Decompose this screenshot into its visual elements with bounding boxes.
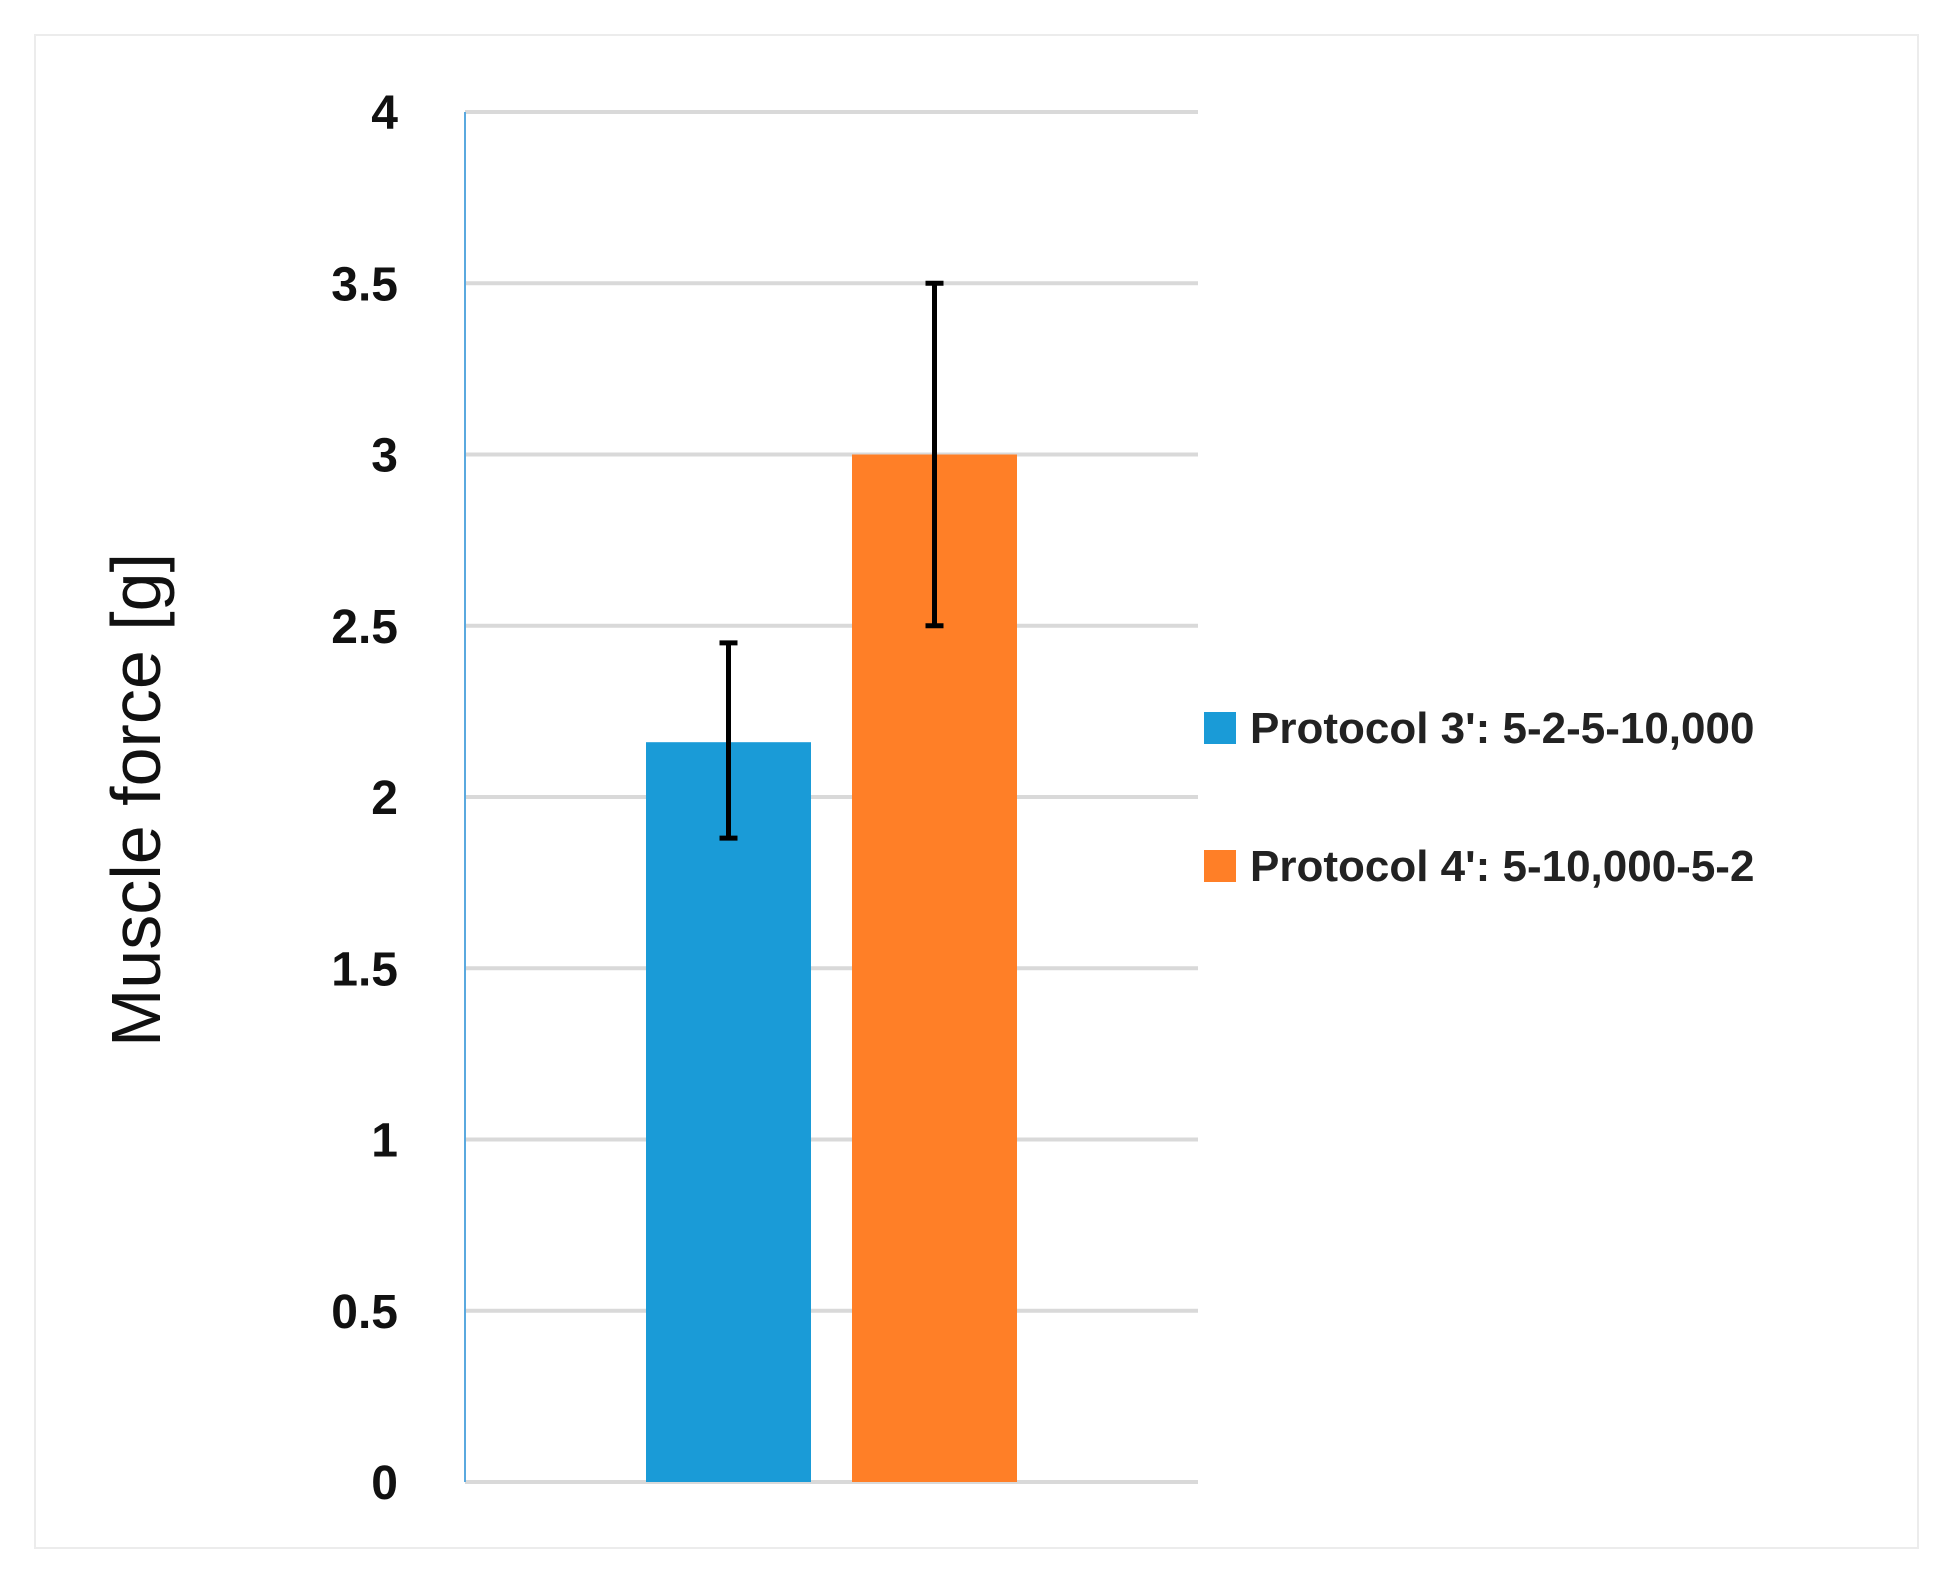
y-tick-label: 4 (371, 87, 398, 140)
y-tick-label: 0.5 (331, 1286, 398, 1339)
bars (646, 454, 1017, 1482)
legend-swatch (1204, 850, 1236, 882)
legend-item-2: Protocol 4': 5-10,000-5-2 (1204, 842, 1754, 891)
y-axis-title: Muscle force [g] (97, 553, 175, 1047)
y-tick-label: 3 (371, 430, 398, 483)
legend: Protocol 3': 5-2-5-10,000 Protocol 4': 5-… (1204, 704, 1754, 891)
y-tick-label: 2.5 (331, 601, 398, 654)
legend-label: Protocol 4': 5-10,000-5-2 (1250, 842, 1754, 891)
gridlines (465, 110, 1198, 1484)
error-bars (719, 280, 944, 841)
y-tick-label: 3.5 (331, 258, 398, 311)
error-bar-1 (719, 640, 738, 841)
legend-swatch (1204, 712, 1236, 744)
y-tick-label: 1 (371, 1115, 398, 1168)
y-tick-label: 1.5 (331, 943, 398, 996)
y-tick-labels: 0 0.5 1 1.5 2 2.5 3 3.5 4 (331, 87, 398, 1510)
y-tick-label: 2 (371, 772, 398, 825)
legend-label: Protocol 3': 5-2-5-10,000 (1250, 704, 1754, 753)
y-tick-label: 0 (371, 1457, 398, 1510)
bar-series-1 (646, 742, 811, 1482)
legend-item-1: Protocol 3': 5-2-5-10,000 (1204, 704, 1754, 753)
error-bar-2 (925, 280, 944, 629)
